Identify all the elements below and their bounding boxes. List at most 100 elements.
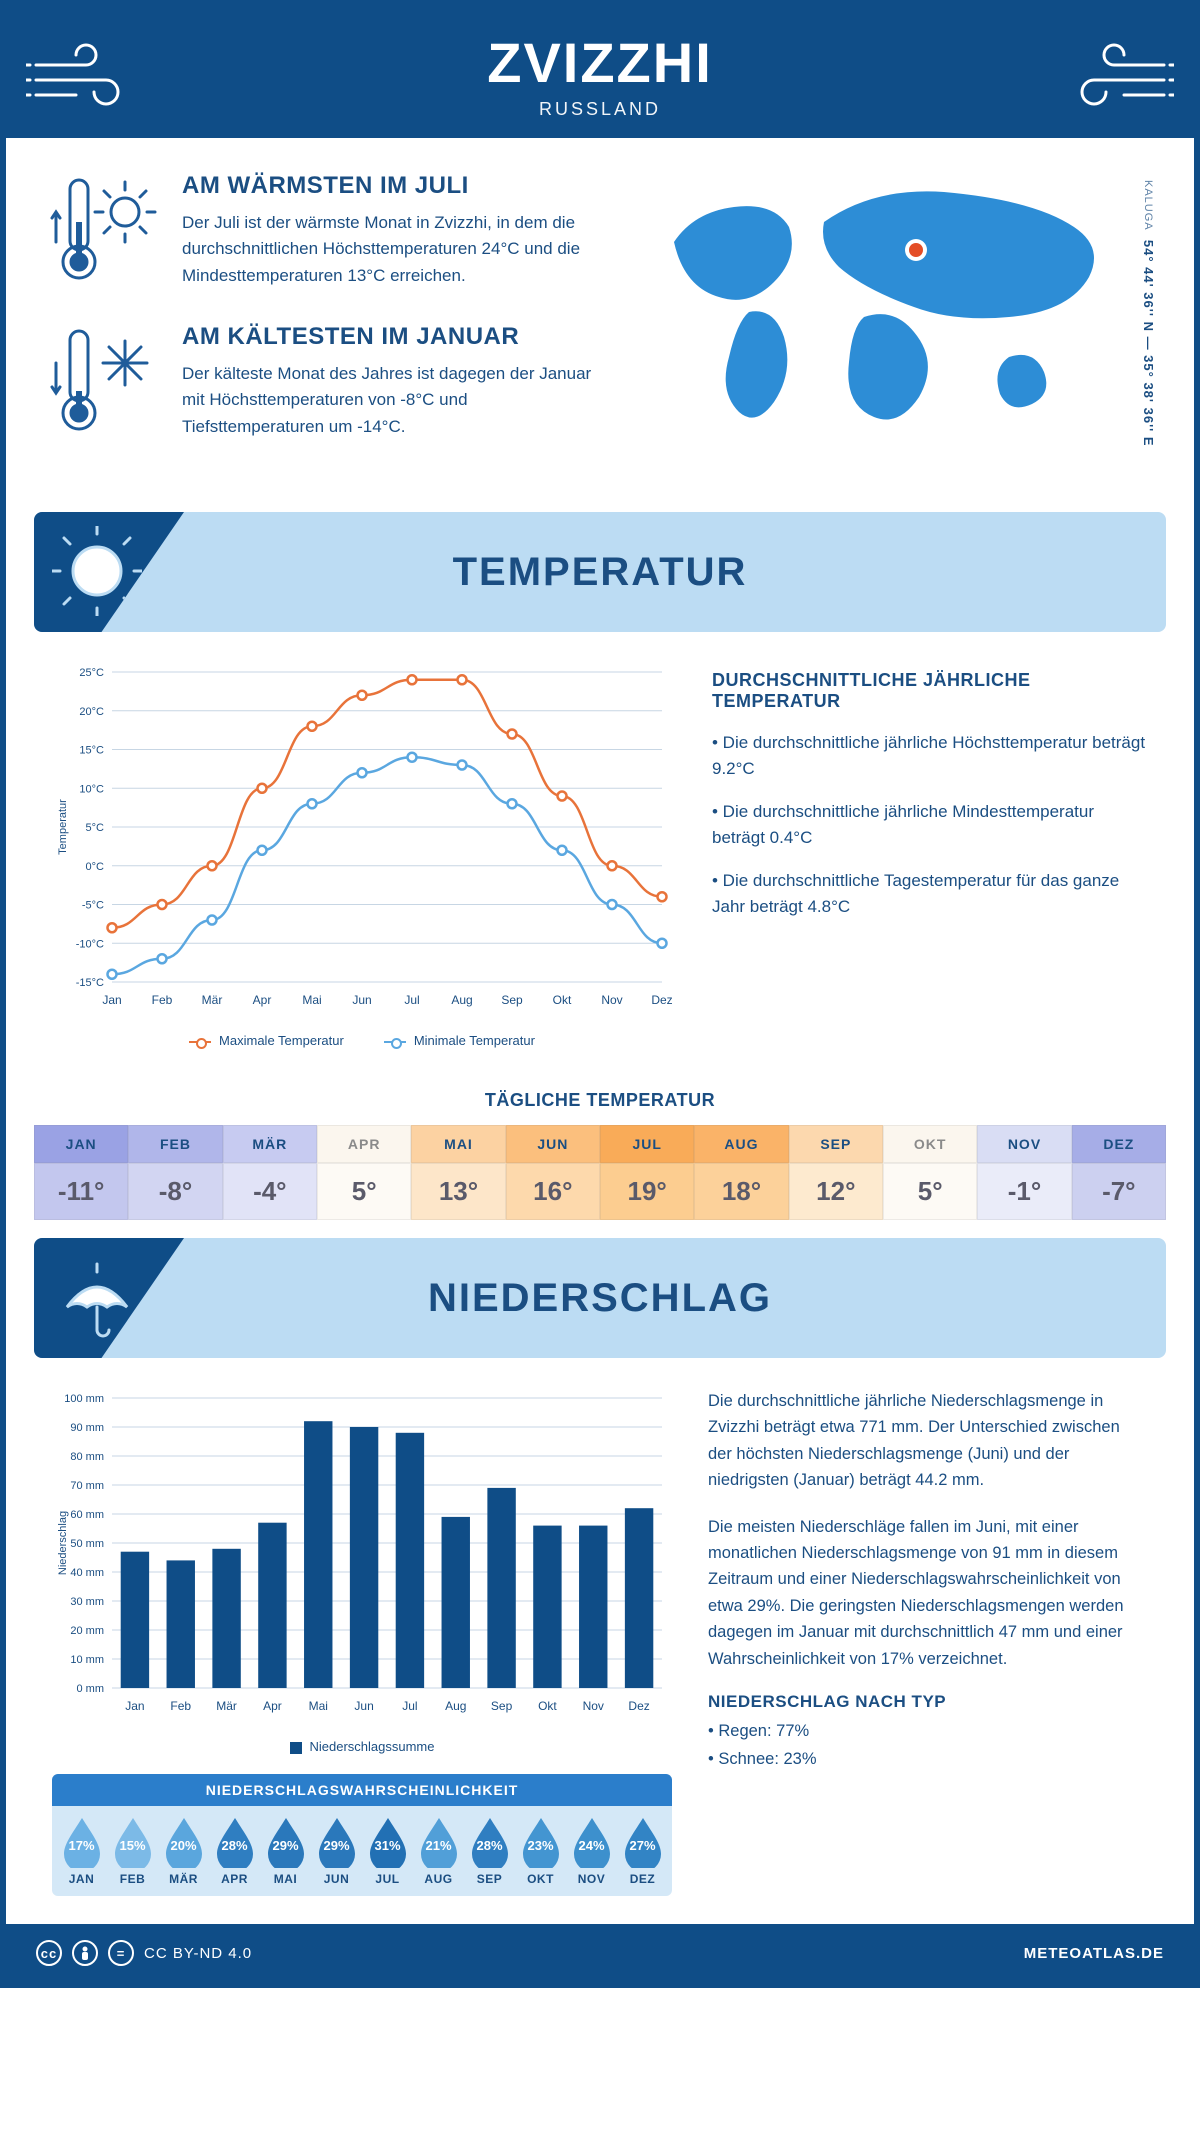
prob-value: 29% bbox=[323, 1838, 349, 1853]
daily-value: -7° bbox=[1072, 1163, 1166, 1220]
prob-value: 15% bbox=[119, 1838, 145, 1853]
temp-summary: DURCHSCHNITTLICHE JÄHRLICHE TEMPERATUR •… bbox=[712, 662, 1148, 1048]
prob-drop: 21% AUG bbox=[413, 1816, 464, 1886]
thermometer-sun-icon bbox=[50, 172, 160, 297]
prob-drop: 28% SEP bbox=[464, 1816, 515, 1886]
svg-text:70 mm: 70 mm bbox=[70, 1480, 104, 1492]
precip-type-line: • Regen: 77% bbox=[708, 1718, 1148, 1744]
daily-value: 12° bbox=[789, 1163, 883, 1220]
svg-text:0°C: 0°C bbox=[86, 861, 105, 873]
svg-text:Dez: Dez bbox=[651, 993, 672, 1007]
svg-text:90 mm: 90 mm bbox=[70, 1422, 104, 1434]
prob-month: JUL bbox=[375, 1872, 399, 1886]
svg-text:Mär: Mär bbox=[202, 993, 223, 1007]
daily-month: MAI bbox=[411, 1125, 505, 1163]
daily-month: MÄR bbox=[223, 1125, 317, 1163]
svg-text:30 mm: 30 mm bbox=[70, 1596, 104, 1608]
prob-value: 29% bbox=[272, 1838, 298, 1853]
daily-value: 19° bbox=[600, 1163, 694, 1220]
prob-value: 20% bbox=[170, 1838, 196, 1853]
svg-text:0 mm: 0 mm bbox=[77, 1683, 105, 1695]
precip-chart: 0 mm10 mm20 mm30 mm40 mm50 mm60 mm70 mm8… bbox=[52, 1388, 672, 1754]
daily-month: OKT bbox=[883, 1125, 977, 1163]
coordinates: KALUGA 54° 44' 36'' N — 35° 38' 36'' E bbox=[1141, 180, 1156, 447]
prob-title: NIEDERSCHLAGSWAHRSCHEINLICHKEIT bbox=[52, 1774, 672, 1806]
svg-text:20 mm: 20 mm bbox=[70, 1625, 104, 1637]
prob-drop: 31% JUL bbox=[362, 1816, 413, 1886]
daily-value: 13° bbox=[411, 1163, 505, 1220]
section-temp-header: TEMPERATUR bbox=[34, 512, 1166, 632]
nd-icon: = bbox=[108, 1940, 134, 1966]
wind-icon-left bbox=[6, 35, 166, 115]
svg-text:15°C: 15°C bbox=[79, 745, 104, 757]
prob-drop: 27% DEZ bbox=[617, 1816, 668, 1886]
precip-probability: NIEDERSCHLAGSWAHRSCHEINLICHKEIT 17% JAN … bbox=[52, 1774, 672, 1896]
prob-month: JUN bbox=[324, 1872, 350, 1886]
prob-value: 24% bbox=[578, 1838, 604, 1853]
daily-grid-values: -11°-8°-4°5°13°16°19°18°12°5°-1°-7° bbox=[34, 1163, 1166, 1220]
prob-month: SEP bbox=[477, 1872, 503, 1886]
daily-value: 5° bbox=[317, 1163, 411, 1220]
svg-text:-10°C: -10°C bbox=[76, 938, 104, 950]
precip-text: Die durchschnittliche jährliche Niedersc… bbox=[708, 1388, 1148, 1896]
prob-month: MÄR bbox=[169, 1872, 198, 1886]
page-subtitle: RUSSLAND bbox=[487, 99, 713, 120]
by-icon bbox=[72, 1940, 98, 1966]
svg-text:Aug: Aug bbox=[451, 993, 472, 1007]
fact-warmest: AM WÄRMSTEN IM JULI Der Juli ist der wär… bbox=[50, 172, 608, 297]
daily-month: JUL bbox=[600, 1125, 694, 1163]
prob-value: 28% bbox=[221, 1838, 247, 1853]
daily-month: DEZ bbox=[1072, 1125, 1166, 1163]
prob-value: 31% bbox=[374, 1838, 400, 1853]
section-precip: NIEDERSCHLAG 0 mm10 mm20 mm30 mm40 mm50 … bbox=[34, 1238, 1166, 1906]
prob-drop: 20% MÄR bbox=[158, 1816, 209, 1886]
svg-text:Mär: Mär bbox=[216, 1699, 237, 1713]
svg-text:Jul: Jul bbox=[404, 993, 419, 1007]
daily-month: NOV bbox=[977, 1125, 1071, 1163]
daily-value: -4° bbox=[223, 1163, 317, 1220]
prob-drop: 15% FEB bbox=[107, 1816, 158, 1886]
daily-value: 16° bbox=[506, 1163, 600, 1220]
temp-summary-title: DURCHSCHNITTLICHE JÄHRLICHE TEMPERATUR bbox=[712, 670, 1148, 712]
svg-text:Jul: Jul bbox=[402, 1699, 417, 1713]
prob-drop: 28% APR bbox=[209, 1816, 260, 1886]
intro: AM WÄRMSTEN IM JULI Der Juli ist der wär… bbox=[6, 138, 1194, 494]
svg-text:40 mm: 40 mm bbox=[70, 1567, 104, 1579]
svg-text:Dez: Dez bbox=[628, 1699, 649, 1713]
daily-temp-title: TÄGLICHE TEMPERATUR bbox=[34, 1090, 1166, 1111]
svg-text:80 mm: 80 mm bbox=[70, 1451, 104, 1463]
prob-drop: 24% NOV bbox=[566, 1816, 617, 1886]
svg-text:Okt: Okt bbox=[538, 1699, 557, 1713]
svg-text:Jan: Jan bbox=[102, 993, 121, 1007]
fact-cold-title: AM KÄLTESTEN IM JANUAR bbox=[182, 323, 608, 351]
prob-value: 23% bbox=[527, 1838, 553, 1853]
prob-month: NOV bbox=[578, 1872, 606, 1886]
svg-text:Sep: Sep bbox=[501, 993, 523, 1007]
cc-icon: cc bbox=[36, 1940, 62, 1966]
license: cc = CC BY-ND 4.0 bbox=[36, 1940, 252, 1966]
temperature-chart: -15°C-10°C-5°C0°C5°C10°C15°C20°C25°CJanF… bbox=[52, 662, 672, 1048]
svg-text:Sep: Sep bbox=[491, 1699, 513, 1713]
svg-text:Aug: Aug bbox=[445, 1699, 466, 1713]
daily-month: AUG bbox=[694, 1125, 788, 1163]
prob-month: MAI bbox=[274, 1872, 298, 1886]
umbrella-icon bbox=[52, 1252, 142, 1342]
prob-value: 28% bbox=[476, 1838, 502, 1853]
prob-month: DEZ bbox=[630, 1872, 656, 1886]
svg-text:Mai: Mai bbox=[309, 1699, 328, 1713]
sun-icon bbox=[52, 526, 142, 616]
prob-month: APR bbox=[221, 1872, 248, 1886]
temp-summary-line: • Die durchschnittliche jährliche Höchst… bbox=[712, 730, 1148, 781]
prob-drop: 17% JAN bbox=[56, 1816, 107, 1886]
fact-coldest: AM KÄLTESTEN IM JANUAR Der kälteste Mona… bbox=[50, 323, 608, 448]
temp-summary-line: • Die durchschnittliche Tagestemperatur … bbox=[712, 868, 1148, 919]
daily-value: 5° bbox=[883, 1163, 977, 1220]
license-text: CC BY-ND 4.0 bbox=[144, 1945, 252, 1962]
svg-text:Jan: Jan bbox=[125, 1699, 144, 1713]
prob-month: OKT bbox=[527, 1872, 554, 1886]
precip-legend: Niederschlagssumme bbox=[52, 1739, 672, 1754]
section-precip-header: NIEDERSCHLAG bbox=[34, 1238, 1166, 1358]
section-temperature: TEMPERATUR -15°C-10°C-5°C0°C5°C10°C15°C2… bbox=[34, 512, 1166, 1220]
svg-text:Nov: Nov bbox=[583, 1699, 604, 1713]
fact-warm-title: AM WÄRMSTEN IM JULI bbox=[182, 172, 608, 200]
